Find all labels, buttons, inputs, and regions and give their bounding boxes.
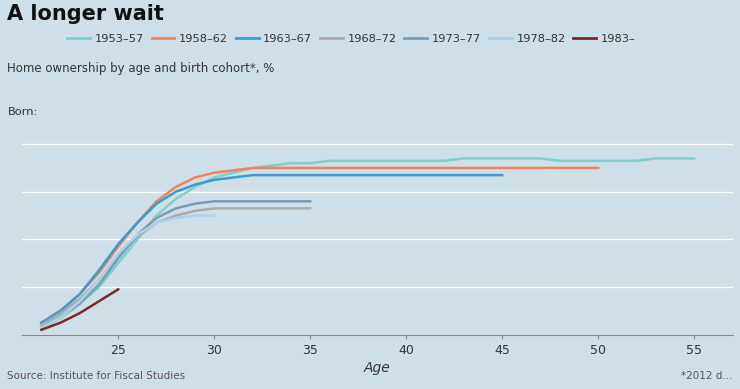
Text: A longer wait: A longer wait	[7, 4, 164, 24]
Text: *2012 d...: *2012 d...	[681, 371, 733, 381]
Text: Home ownership by age and birth cohort*, %: Home ownership by age and birth cohort*,…	[7, 62, 275, 75]
X-axis label: Age: Age	[364, 361, 391, 375]
Legend: 1953–57, 1958–62, 1963–67, 1968–72, 1973–77, 1978–82, 1983–: 1953–57, 1958–62, 1963–67, 1968–72, 1973…	[67, 34, 636, 44]
Text: Source: Institute for Fiscal Studies: Source: Institute for Fiscal Studies	[7, 371, 186, 381]
Text: Born:: Born:	[7, 107, 38, 117]
